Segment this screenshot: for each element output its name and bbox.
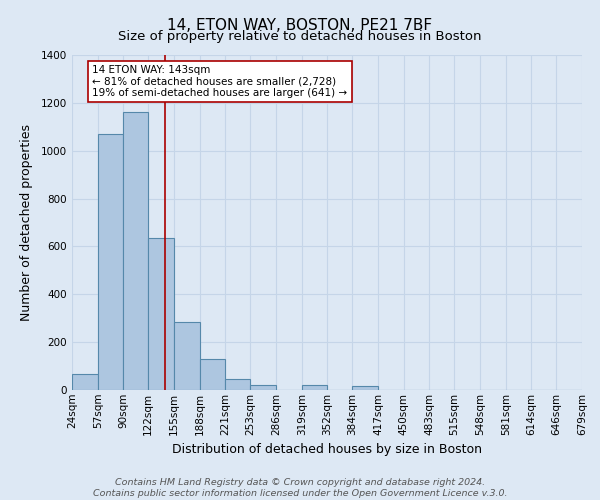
Bar [148,238,174,390]
Bar [302,385,328,390]
Bar [174,322,200,390]
Text: 14 ETON WAY: 143sqm
← 81% of detached houses are smaller (2,728)
19% of semi-det: 14 ETON WAY: 143sqm ← 81% of detached ho… [92,65,347,98]
Text: Size of property relative to detached houses in Boston: Size of property relative to detached ho… [118,30,482,43]
Bar [226,379,250,390]
Text: 14, ETON WAY, BOSTON, PE21 7BF: 14, ETON WAY, BOSTON, PE21 7BF [167,18,433,32]
Bar [72,374,98,390]
X-axis label: Distribution of detached houses by size in Boston: Distribution of detached houses by size … [172,443,482,456]
Bar [98,134,124,390]
Y-axis label: Number of detached properties: Number of detached properties [20,124,32,321]
Bar [124,112,148,390]
Text: Contains HM Land Registry data © Crown copyright and database right 2024.
Contai: Contains HM Land Registry data © Crown c… [93,478,507,498]
Bar [352,386,378,390]
Bar [200,359,226,390]
Bar [250,385,276,390]
